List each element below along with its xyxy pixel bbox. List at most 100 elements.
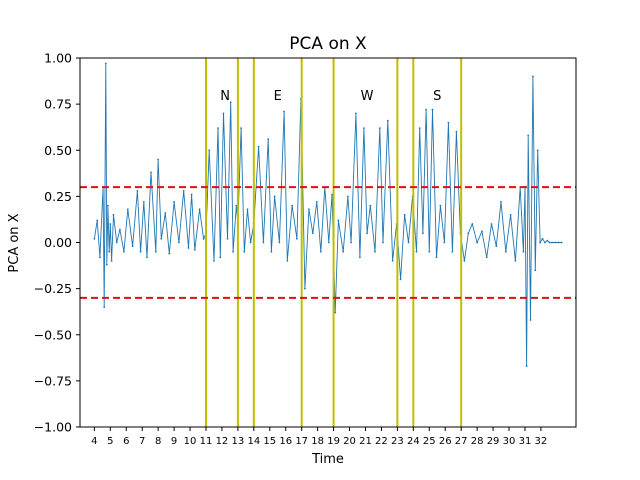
y-axis-label: PCA on X [7, 213, 22, 272]
data-point [96, 219, 99, 222]
data-point [315, 201, 318, 203]
x-tick-label: 4 [91, 436, 97, 447]
data-point [439, 204, 442, 207]
x-tick-label: 9 [171, 436, 177, 447]
x-tick-label: 12 [216, 436, 229, 447]
data-point [249, 241, 252, 244]
y-tick-label: 0.00 [44, 235, 72, 250]
data-point [514, 260, 517, 262]
data-point [544, 241, 546, 244]
data-point [455, 130, 458, 133]
data-point [99, 256, 101, 259]
x-tick-label: 20 [343, 436, 356, 447]
data-point [296, 237, 298, 240]
data-point [126, 208, 129, 211]
data-point [548, 241, 551, 244]
x-tick-label: 17 [295, 436, 308, 447]
data-point [350, 241, 352, 244]
x-tick-label: 27 [455, 436, 468, 447]
data-point [347, 195, 349, 198]
data-point [157, 158, 160, 161]
y-axis: −1.00 −0.75 −0.50 −0.25 0.00 0.25 0.50 0.75 1.00 [34, 51, 80, 435]
data-point [534, 269, 537, 272]
data-point [142, 201, 145, 203]
data-point [418, 127, 421, 129]
data-point [131, 245, 134, 248]
data-point [217, 127, 219, 129]
data-point [104, 62, 107, 65]
data-point [374, 250, 376, 253]
data-point [308, 208, 310, 211]
y-tick-label: −0.25 [34, 281, 72, 296]
data-point [278, 241, 281, 244]
data-point [262, 241, 265, 244]
data-point [532, 75, 534, 78]
data-point [213, 260, 215, 262]
x-tick-label: 15 [263, 436, 276, 447]
data-point [447, 121, 450, 124]
y-tick-label: 0.25 [44, 189, 72, 204]
x-tick-label: 8 [155, 436, 161, 447]
data-point [366, 232, 368, 235]
data-point [123, 250, 125, 253]
data-point [235, 204, 238, 207]
data-point [219, 256, 222, 259]
data-point [435, 256, 438, 259]
data-point [355, 112, 357, 115]
data-point [463, 260, 466, 262]
data-point [146, 256, 148, 259]
data-point [168, 252, 171, 255]
data-point [551, 241, 553, 244]
data-point [273, 195, 276, 198]
data-point [154, 250, 157, 253]
data-point [187, 247, 190, 249]
data-point [541, 237, 544, 240]
data-point [109, 223, 112, 225]
data-point [522, 250, 525, 253]
data-point [500, 201, 502, 203]
region-label-E: E [274, 89, 282, 104]
y-tick-label: 0.50 [44, 143, 72, 158]
data-point [476, 241, 478, 244]
y-tick-label: 1.00 [44, 51, 72, 66]
data-point [182, 189, 185, 192]
data-point [93, 237, 96, 240]
data-point [107, 204, 109, 207]
data-point [202, 237, 205, 240]
x-tick-label: 5 [107, 436, 113, 447]
data-point [267, 138, 270, 141]
data-point [331, 193, 333, 196]
y-tick-label: −1.00 [34, 420, 72, 435]
data-point [334, 311, 337, 314]
x-tick-label: 21 [359, 436, 372, 447]
x-tick-label: 31 [519, 436, 532, 447]
data-point [136, 189, 139, 192]
data-point [399, 278, 402, 281]
region-label-S: S [433, 89, 441, 104]
data-point [428, 250, 431, 253]
data-point [391, 260, 394, 262]
data-point [378, 127, 381, 129]
data-point [422, 232, 424, 235]
data-point [226, 237, 229, 240]
data-point [270, 250, 273, 253]
region-label-N: N [220, 89, 230, 104]
x-tick-label: 6 [123, 436, 129, 447]
data-point [467, 232, 470, 235]
data-point [431, 108, 434, 111]
data-point [342, 250, 345, 253]
data-point [386, 119, 389, 122]
data-point [546, 239, 549, 242]
x-tick-label: 18 [311, 436, 324, 447]
data-point [451, 250, 454, 253]
x-tick-label: 28 [471, 436, 484, 447]
x-tick-label: 25 [423, 436, 436, 447]
x-tick-label: 10 [184, 436, 197, 447]
y-tick-label: 0.75 [44, 97, 72, 112]
data-point [160, 237, 163, 240]
y-tick-label: −0.75 [34, 373, 72, 388]
data-point [536, 149, 539, 152]
data-point [286, 260, 289, 262]
